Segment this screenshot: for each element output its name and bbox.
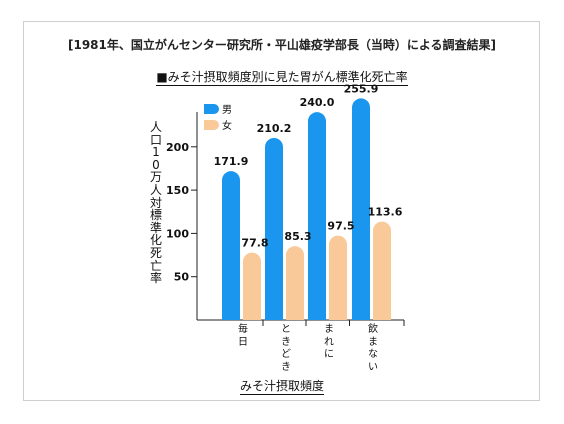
- legend-swatch: [204, 104, 219, 114]
- y-axis-label: 人口10万人対標準化死亡率: [149, 120, 162, 286]
- female-value-label: 97.5: [327, 220, 354, 233]
- male-bar: [352, 98, 370, 321]
- y-tick-label: 200: [166, 141, 189, 154]
- category-label: 毎日: [238, 324, 248, 348]
- chart-frame: [23, 21, 540, 401]
- source-note: [1981年、国立がんセンター研究所・平山雄疫学部長（当時）による調査結果]: [67, 38, 496, 52]
- legend-label: 男: [222, 104, 232, 116]
- male-value-label: 240.0: [300, 96, 335, 109]
- female-bar: [329, 235, 347, 320]
- female-value-label: 113.6: [368, 206, 403, 219]
- category-label: 飲まない: [368, 324, 378, 373]
- male-value-label: 255.9: [344, 82, 379, 95]
- male-bar: [265, 137, 283, 320]
- y-tick-label: 100: [166, 227, 189, 240]
- female-value-label: 77.8: [241, 237, 268, 250]
- legend-swatch: [204, 120, 219, 130]
- chart-title-text: ■みそ汁摂取頻度別に見た胃がん標準化死亡率: [156, 70, 408, 86]
- male-value-label: 171.9: [214, 155, 249, 168]
- female-bar: [243, 252, 261, 320]
- category-label: ときどき: [281, 324, 291, 373]
- female-value-label: 85.3: [284, 230, 311, 243]
- male-bar: [308, 112, 326, 320]
- y-tick-label: 150: [166, 184, 189, 197]
- male-bar: [222, 171, 240, 320]
- y-tick-label: 50: [174, 271, 190, 284]
- x-axis-label-text: みそ汁摂取頻度: [239, 379, 324, 395]
- female-bar: [286, 246, 304, 320]
- category-label: まれに: [324, 324, 334, 360]
- female-bar: [373, 221, 391, 320]
- male-value-label: 210.2: [257, 122, 292, 135]
- chart-title: ■みそ汁摂取頻度別に見た胃がん標準化死亡率: [0, 68, 564, 86]
- x-axis-label: みそ汁摂取頻度: [0, 377, 564, 395]
- legend-label: 女: [222, 119, 232, 132]
